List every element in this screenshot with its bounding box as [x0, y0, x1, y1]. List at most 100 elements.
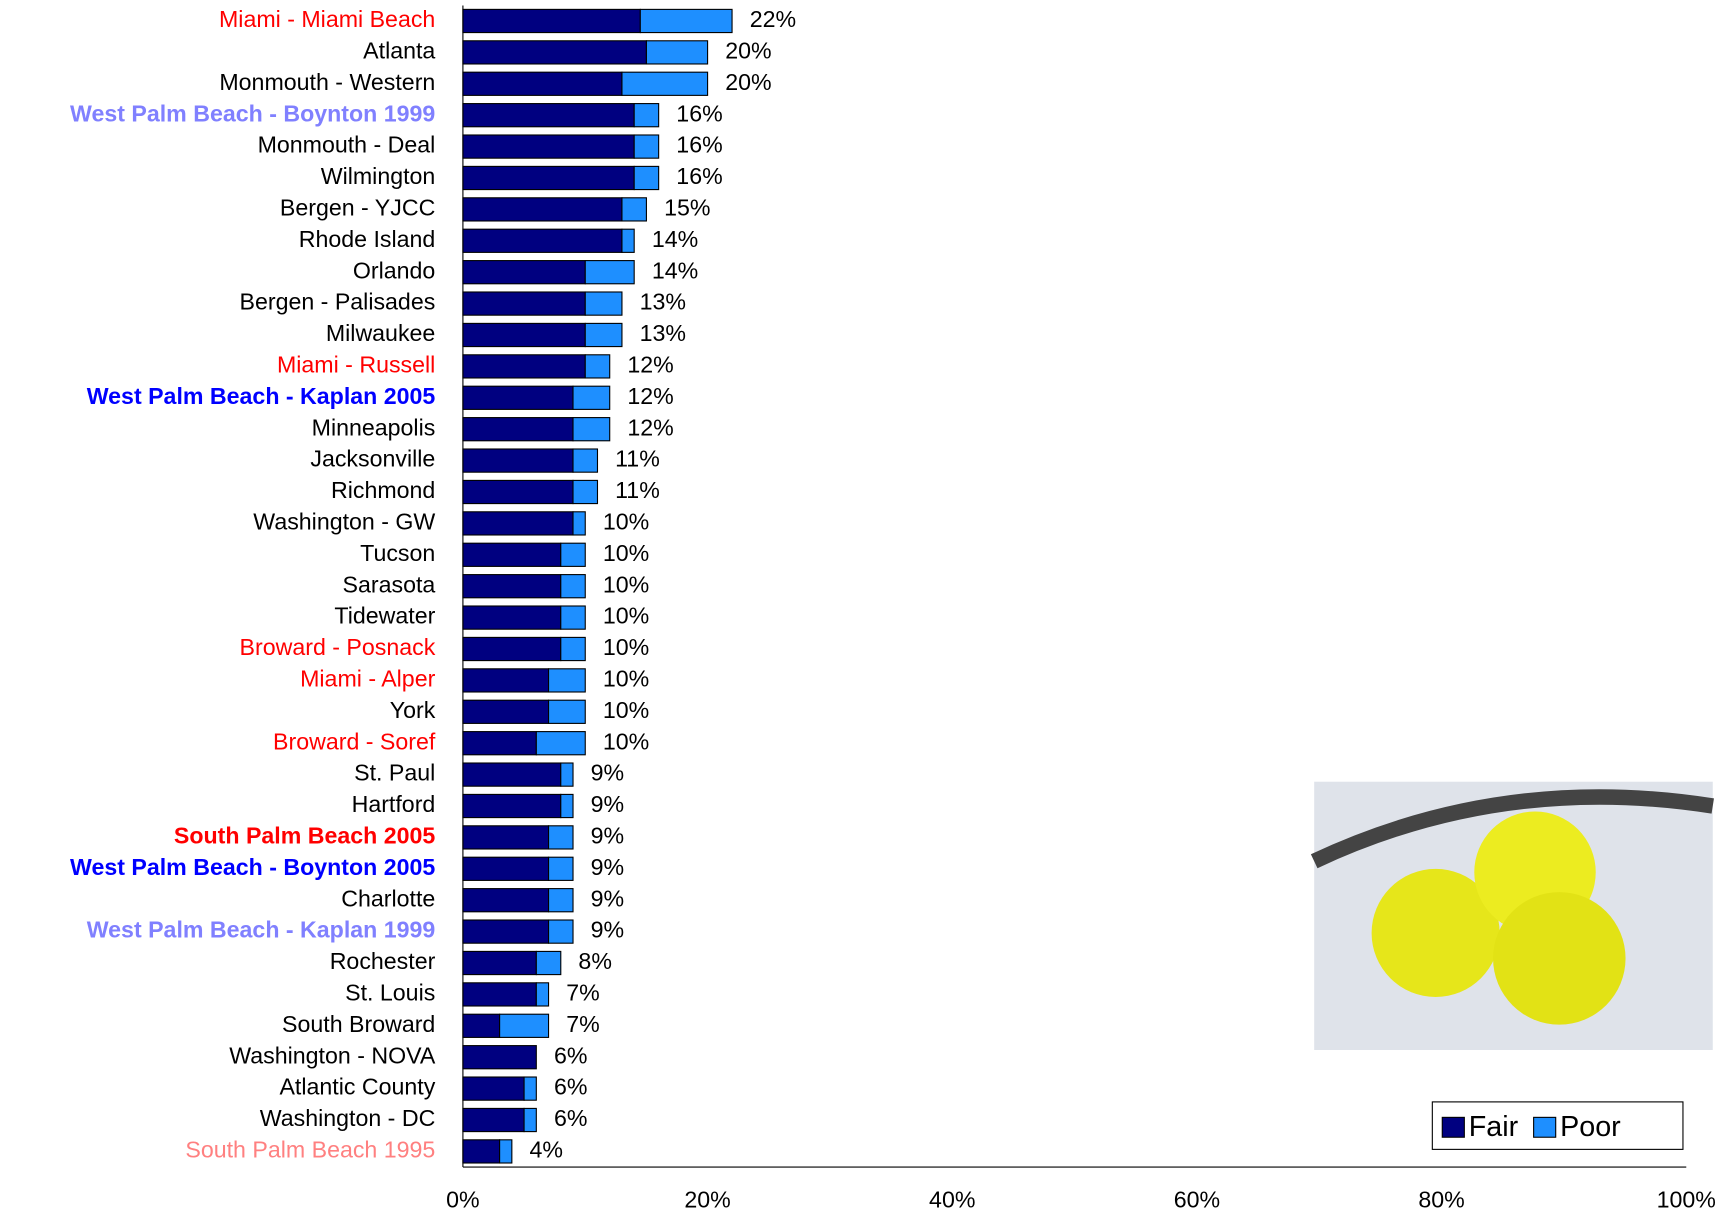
value-label: 11%	[615, 446, 660, 472]
bar-segment	[462, 668, 550, 693]
y-tick-label: Tidewater	[334, 603, 435, 629]
y-tick-label: Tucson	[360, 540, 435, 566]
bar-segment	[560, 574, 586, 599]
value-label: 15%	[664, 195, 710, 221]
bar-segment	[462, 888, 550, 913]
bar-segment	[462, 354, 586, 379]
bar-segment	[572, 385, 611, 410]
bar-segment	[621, 197, 647, 222]
value-label: 6%	[554, 1105, 588, 1131]
bar-segment	[462, 1076, 525, 1101]
y-tick-label: South Broward	[282, 1011, 435, 1037]
y-tick-label: Miami - Russell	[277, 352, 435, 378]
bar-segment	[572, 479, 599, 505]
value-label: 9%	[591, 854, 625, 880]
y-tick-label: Miami - Alper	[300, 666, 435, 692]
bar-segment	[584, 260, 635, 285]
bar-segment	[462, 825, 550, 850]
y-tick-label: Atlanta	[363, 38, 435, 64]
bar-segment	[523, 1107, 537, 1133]
bar-segment	[462, 197, 623, 222]
value-label: 14%	[652, 226, 698, 252]
bar-segment	[462, 731, 537, 756]
bar-segment	[462, 636, 562, 662]
bar-segment	[560, 605, 586, 630]
bar-segment	[462, 385, 574, 410]
bar-segment	[462, 919, 550, 944]
x-tick-label: 60%	[1174, 1186, 1220, 1209]
bar-segment	[462, 574, 562, 599]
bar-segment	[462, 228, 623, 253]
y-tick-label: York	[390, 697, 436, 723]
bar-segment	[633, 165, 660, 191]
y-tick-label: Bergen - YJCC	[280, 195, 435, 221]
y-tick-label: Wilmington	[321, 163, 436, 189]
bar-segment	[584, 354, 611, 379]
bar-segment	[462, 950, 537, 976]
legend-label: Fair	[1469, 1111, 1519, 1143]
y-tick-label: Monmouth - Deal	[258, 132, 436, 158]
y-tick-label: West Palm Beach - Boynton 1999	[70, 100, 435, 126]
ball	[1493, 892, 1626, 1025]
value-label: 10%	[603, 571, 649, 597]
bar-segment	[535, 982, 550, 1007]
y-tick-label: South Palm Beach 1995	[185, 1137, 435, 1163]
x-tick-label: 100%	[1657, 1186, 1716, 1209]
x-tick-label: 40%	[929, 1186, 975, 1209]
value-label: 14%	[652, 257, 698, 283]
value-label: 12%	[627, 383, 673, 409]
bar-segment	[462, 542, 562, 567]
legend: Fair Poor	[1431, 1101, 1684, 1150]
bar-segment	[499, 1013, 550, 1038]
ball	[1371, 868, 1500, 998]
y-tick-label: Broward - Soref	[273, 728, 436, 754]
legend-label: Poor	[1560, 1111, 1621, 1143]
bar-segment	[462, 762, 562, 787]
y-tick-label: Richmond	[331, 477, 435, 503]
x-tick-label: 80%	[1418, 1186, 1464, 1209]
y-tick-label: West Palm Beach - Boynton 2005	[70, 854, 435, 880]
value-label: 16%	[676, 100, 722, 126]
value-label: 10%	[603, 603, 649, 629]
bar-segment	[462, 40, 647, 65]
value-label: 9%	[591, 823, 625, 849]
value-label: 13%	[640, 320, 686, 346]
bar-segment	[462, 605, 562, 630]
tennis-photo	[1310, 781, 1714, 1051]
y-tick-label: Monmouth - Western	[219, 69, 435, 95]
bar-segment	[645, 40, 709, 65]
bar-segment	[621, 71, 709, 96]
y-tick-label: Washington - GW	[253, 509, 435, 535]
bar-segment	[462, 856, 550, 881]
value-label: 9%	[591, 917, 625, 943]
legend-box	[1431, 1101, 1684, 1150]
bar-segment	[462, 448, 574, 473]
y-tick-label: Hartford	[352, 791, 436, 817]
bar-segment	[584, 291, 623, 316]
bar-segment	[462, 71, 623, 96]
value-label: 9%	[591, 760, 625, 786]
bar-segment	[523, 1076, 537, 1101]
bar-segment	[462, 417, 574, 442]
y-tick-label: Washington - DC	[260, 1105, 436, 1131]
value-label: 4%	[530, 1137, 564, 1163]
value-label: 6%	[554, 1074, 588, 1100]
y-tick-label: St. Paul	[354, 760, 435, 786]
y-tick-label: West Palm Beach - Kaplan 1999	[87, 917, 436, 943]
value-label: 9%	[591, 885, 625, 911]
x-tick-label: 0%	[446, 1186, 480, 1209]
bar-segment	[560, 793, 574, 819]
bar-segment	[462, 291, 586, 316]
y-tick-label: Sarasota	[343, 571, 436, 597]
y-tick-label: Jacksonville	[310, 446, 435, 472]
bar-segment	[639, 8, 733, 34]
y-tick-label: South Palm Beach 2005	[174, 823, 436, 849]
bar-segment	[547, 919, 574, 944]
y-tick-label: Rhode Island	[299, 226, 436, 252]
value-label: 10%	[603, 634, 649, 660]
bar-segment	[572, 511, 586, 536]
bar-segment	[499, 1139, 513, 1164]
value-label: 20%	[725, 69, 771, 95]
value-label: 7%	[566, 1011, 600, 1037]
value-label: 11%	[615, 477, 660, 503]
